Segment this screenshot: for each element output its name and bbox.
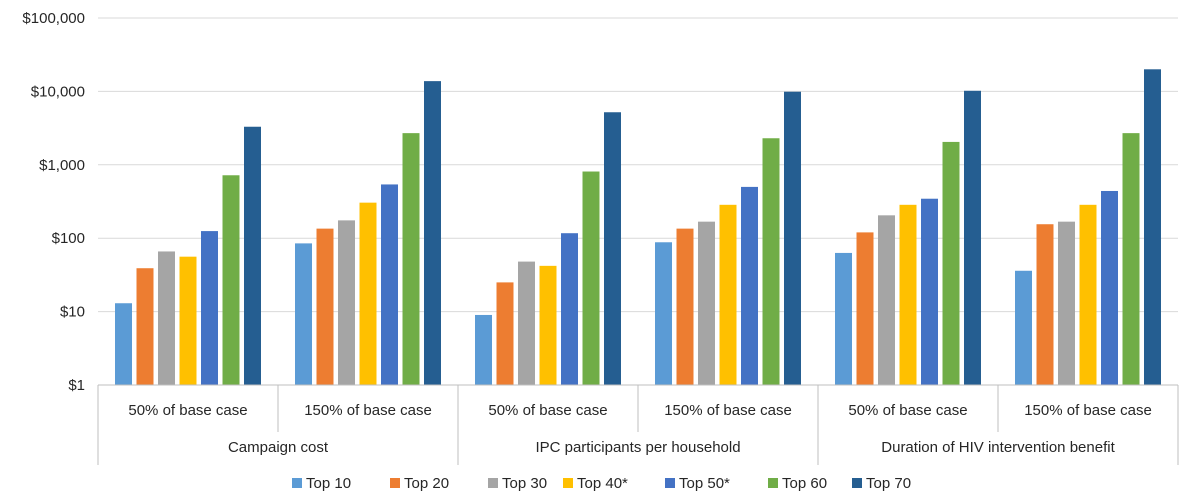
bar xyxy=(136,268,154,385)
bar xyxy=(698,221,715,385)
legend-label: Top 30 xyxy=(502,475,547,492)
legend-label: Top 70 xyxy=(866,475,911,492)
bar xyxy=(115,303,132,385)
legend-swatch xyxy=(768,478,778,488)
group-label: Duration of HIV intervention benefit xyxy=(881,439,1115,456)
legend-label: Top 20 xyxy=(404,475,449,492)
bar xyxy=(179,256,197,385)
legend-swatch xyxy=(852,478,862,488)
bar xyxy=(921,198,938,385)
group-labels: Campaign cost IPC participants per househ… xyxy=(228,439,1116,456)
bar xyxy=(244,126,261,386)
bar xyxy=(424,81,441,385)
legend-label: Top 10 xyxy=(306,475,351,492)
legend-label: Top 40* xyxy=(577,475,628,492)
bars xyxy=(115,69,1161,386)
bar xyxy=(1101,190,1118,385)
bar xyxy=(942,141,960,385)
bar xyxy=(878,215,895,385)
bar xyxy=(964,90,981,386)
bar xyxy=(676,228,694,385)
bar xyxy=(222,175,240,385)
bar xyxy=(359,202,377,385)
bar xyxy=(496,282,514,385)
bar xyxy=(762,138,780,385)
bar xyxy=(1015,270,1032,385)
legend: Top 10 Top 20 Top 30 Top 40* Top 50* Top 60 To… xyxy=(292,475,911,492)
bar xyxy=(295,243,312,385)
legend-swatch xyxy=(390,478,400,488)
bar xyxy=(655,242,672,385)
bar xyxy=(539,265,557,385)
bar xyxy=(1058,221,1075,385)
bar xyxy=(1036,224,1054,385)
bar xyxy=(1144,69,1161,386)
bar xyxy=(784,91,801,385)
grid-lines xyxy=(98,17,1178,313)
y-tick-label: $100,000 xyxy=(22,10,85,27)
legend-swatch xyxy=(488,478,498,488)
category-label: 50% of base case xyxy=(128,402,247,419)
bar xyxy=(856,232,874,385)
category-label: 50% of base case xyxy=(488,402,607,419)
bar xyxy=(1122,133,1140,385)
category-labels: 50% of base case 150% of base case 50% of … xyxy=(128,402,1151,419)
legend-label: Top 50* xyxy=(679,475,730,492)
group-label: IPC participants per household xyxy=(535,439,740,456)
legend-swatch xyxy=(292,478,302,488)
y-tick-label: $10 xyxy=(60,304,85,321)
category-label: 150% of base case xyxy=(304,402,432,419)
y-tick-label: $1,000 xyxy=(39,157,85,174)
legend-swatch xyxy=(665,478,675,488)
legend-label: Top 60 xyxy=(782,475,827,492)
bar xyxy=(582,171,600,385)
bar xyxy=(899,204,917,385)
bar xyxy=(201,231,218,385)
y-tick-label: $1 xyxy=(68,377,85,394)
bar xyxy=(316,228,334,385)
bar xyxy=(158,251,175,385)
bar xyxy=(338,220,355,385)
bar xyxy=(402,133,420,385)
bar xyxy=(835,252,852,385)
bar xyxy=(381,184,398,385)
category-label: 150% of base case xyxy=(664,402,792,419)
bar xyxy=(604,112,621,385)
x-axis xyxy=(97,384,1179,465)
bar xyxy=(719,204,737,385)
bar xyxy=(561,233,578,385)
category-label: 150% of base case xyxy=(1024,402,1152,419)
y-axis-tick-labels: $1 $10 $100 $1,000 $10,000 $100,000 xyxy=(22,10,85,394)
bar xyxy=(518,261,535,385)
bar xyxy=(741,186,758,385)
bar xyxy=(475,314,492,385)
legend-swatch xyxy=(563,478,573,488)
category-label: 50% of base case xyxy=(848,402,967,419)
group-label: Campaign cost xyxy=(228,439,329,456)
bar xyxy=(1079,204,1097,385)
y-tick-label: $10,000 xyxy=(31,83,85,100)
y-tick-label: $100 xyxy=(52,230,85,247)
